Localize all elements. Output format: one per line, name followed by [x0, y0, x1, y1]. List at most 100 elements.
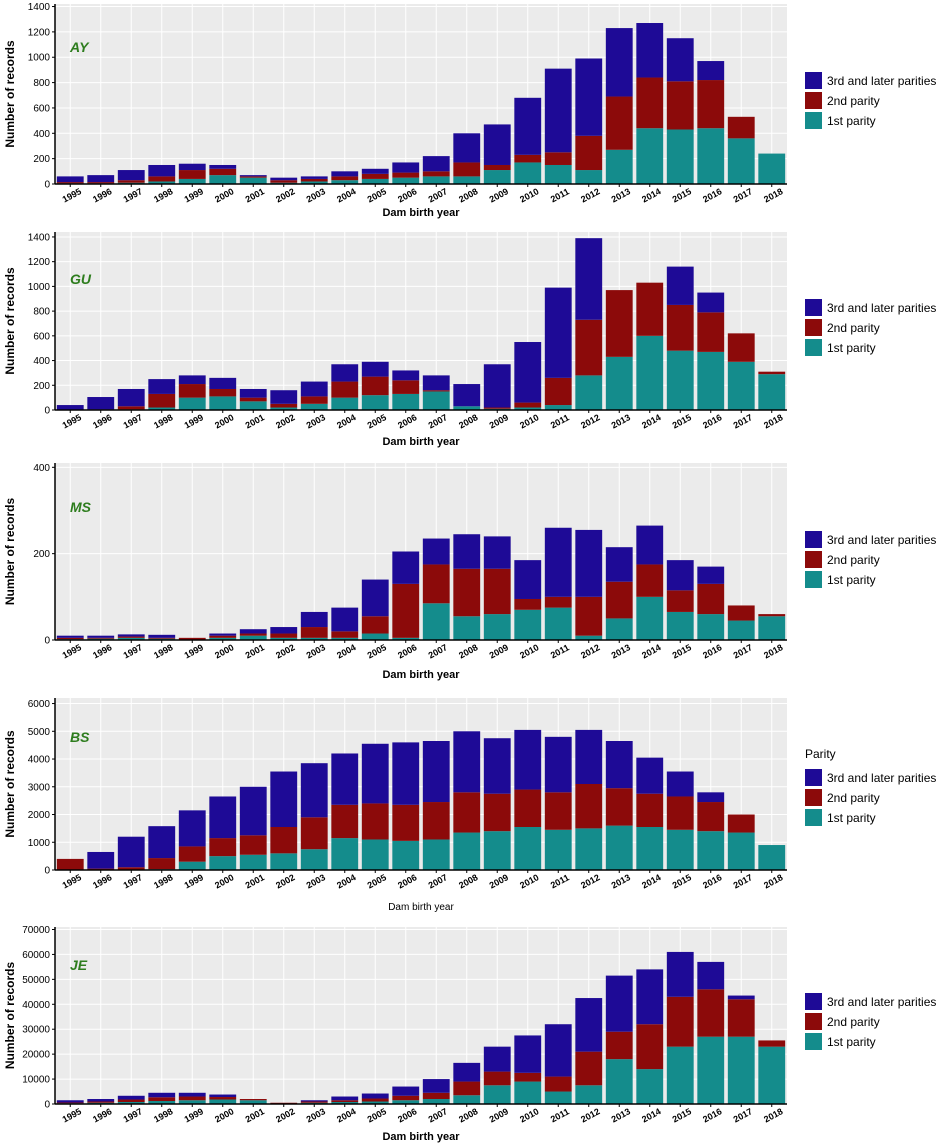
bar-2004-2nd-parity: [331, 631, 359, 638]
bar-2012-3rd-and-later-parities: [575, 998, 603, 1052]
bar-2010-2nd-parity: [514, 598, 542, 610]
legend-swatch-2nd-parity: [805, 789, 822, 806]
y-tick-label: 4000: [28, 755, 51, 766]
bar-2013-1st-parity: [605, 825, 633, 870]
bar-2013-2nd-parity: [605, 788, 633, 826]
x-tick-label: 2006: [396, 412, 418, 430]
chart-panel-gu: 0 200 400 600 800 1000 1200 1400 1995 1996 1997 199…: [3, 232, 936, 448]
bar-2005-3rd-and-later-parities: [361, 168, 389, 174]
bar-2002-2nd-parity: [270, 827, 298, 854]
plot-background: [55, 927, 787, 1104]
bar-2016-2nd-parity: [697, 802, 725, 832]
x-tick-label: 2000: [213, 412, 235, 430]
bar-2010-2nd-parity: [514, 789, 542, 827]
bar-2013-2nd-parity: [605, 290, 633, 357]
bar-2004-1st-parity: [331, 397, 359, 410]
bar-1996-2nd-parity: [87, 1101, 115, 1103]
bar-2015-2nd-parity: [666, 304, 694, 351]
bar-2006-1st-parity: [392, 840, 420, 870]
bar-2001-1st-parity: [239, 401, 267, 410]
bar-2008-1st-parity: [453, 1095, 481, 1104]
bar-2014-1st-parity: [636, 1069, 664, 1104]
x-tick-label: 2015: [671, 1106, 693, 1124]
bar-2010-1st-parity: [514, 162, 542, 184]
x-tick-label: 2007: [427, 186, 449, 204]
legend-label: 1st parity: [827, 1035, 876, 1049]
bar-1996-3rd-and-later-parities: [87, 1099, 115, 1102]
bar-1997-2nd-parity: [117, 867, 145, 870]
bar-2003-2nd-parity: [300, 178, 328, 182]
bar-1998-3rd-and-later-parities: [148, 826, 176, 859]
bar-2004-3rd-and-later-parities: [331, 171, 359, 177]
bar-2004-2nd-parity: [331, 381, 359, 398]
bar-2013-3rd-and-later-parities: [605, 975, 633, 1032]
bar-2014-3rd-and-later-parities: [636, 969, 664, 1025]
x-tick-label: 2010: [518, 642, 540, 660]
x-tick-label: 2016: [701, 186, 723, 204]
legend-label: 1st parity: [827, 114, 876, 128]
x-tick-label: 2004: [335, 872, 357, 890]
bar-2012-2nd-parity: [575, 135, 603, 171]
bar-2016-1st-parity: [697, 614, 725, 640]
y-tick-label: 60000: [22, 950, 50, 961]
breed-label: MS: [70, 499, 92, 515]
bar-2003-2nd-parity: [300, 817, 328, 850]
bar-2007-2nd-parity: [422, 1092, 450, 1100]
x-tick-label: 2001: [244, 186, 266, 204]
y-tick-label: 0: [44, 866, 50, 877]
bar-2004-2nd-parity: [331, 176, 359, 181]
bar-2009-2nd-parity: [483, 164, 511, 171]
y-axis-title: Number of records: [3, 497, 17, 605]
bar-2003-2nd-parity: [300, 396, 328, 404]
bar-2003-3rd-and-later-parities: [300, 1100, 328, 1102]
bar-2005-3rd-and-later-parities: [361, 361, 389, 377]
legend: 3rd and later parities 2nd parity 1st pari…: [805, 993, 936, 1050]
bar-2006-2nd-parity: [392, 380, 420, 394]
bar-2000-2nd-parity: [209, 1097, 237, 1100]
bar-2016-2nd-parity: [697, 583, 725, 615]
bar-2014-1st-parity: [636, 128, 664, 184]
bar-2005-1st-parity: [361, 1101, 389, 1104]
x-tick-label: 2011: [549, 642, 571, 660]
bar-2014-2nd-parity: [636, 1024, 664, 1070]
bar-2007-3rd-and-later-parities: [422, 1079, 450, 1093]
bar-2015-3rd-and-later-parities: [666, 771, 694, 797]
x-tick-label: 2004: [335, 186, 357, 204]
x-tick-label: 2003: [305, 186, 327, 204]
bar-1999-3rd-and-later-parities: [178, 375, 206, 385]
x-tick-label: 2012: [579, 412, 601, 430]
bar-2002-2nd-parity: [270, 403, 298, 408]
bar-2017-1st-parity: [727, 1036, 755, 1104]
y-tick-label: 20000: [22, 1050, 50, 1061]
bar-2004-1st-parity: [331, 838, 359, 870]
bar-2007-2nd-parity: [422, 390, 450, 392]
x-tick-label: 1995: [61, 872, 83, 890]
x-tick-label: 2017: [732, 186, 754, 204]
bar-2014-3rd-and-later-parities: [636, 757, 664, 794]
bar-1995-2nd-parity: [56, 637, 84, 640]
bar-2004-3rd-and-later-parities: [331, 607, 359, 632]
bar-2001-2nd-parity: [239, 176, 267, 178]
x-tick-label: 2015: [671, 872, 693, 890]
bar-2013-3rd-and-later-parities: [605, 547, 633, 582]
x-tick-label: 2010: [518, 872, 540, 890]
bar-2016-2nd-parity: [697, 312, 725, 352]
bar-2000-2nd-parity: [209, 388, 237, 397]
legend-label: 3rd and later parities: [827, 995, 936, 1009]
bar-2003-1st-parity: [300, 181, 328, 184]
x-axis-title: Dam birth year: [382, 1131, 460, 1143]
bar-2001-2nd-parity: [239, 633, 267, 636]
x-tick-label: 2016: [701, 412, 723, 430]
y-tick-label: 1000: [28, 53, 51, 64]
bar-2006-3rd-and-later-parities: [392, 1086, 420, 1096]
bar-1997-2nd-parity: [117, 406, 145, 410]
bar-2015-1st-parity: [666, 611, 694, 640]
bar-2006-3rd-and-later-parities: [392, 742, 420, 805]
x-tick-label: 2009: [488, 872, 510, 890]
bar-1999-1st-parity: [178, 1100, 206, 1104]
y-tick-label: 600: [33, 103, 50, 114]
bar-2012-1st-parity: [575, 170, 603, 184]
bar-2009-2nd-parity: [483, 407, 511, 409]
bar-2001-2nd-parity: [239, 1099, 267, 1101]
